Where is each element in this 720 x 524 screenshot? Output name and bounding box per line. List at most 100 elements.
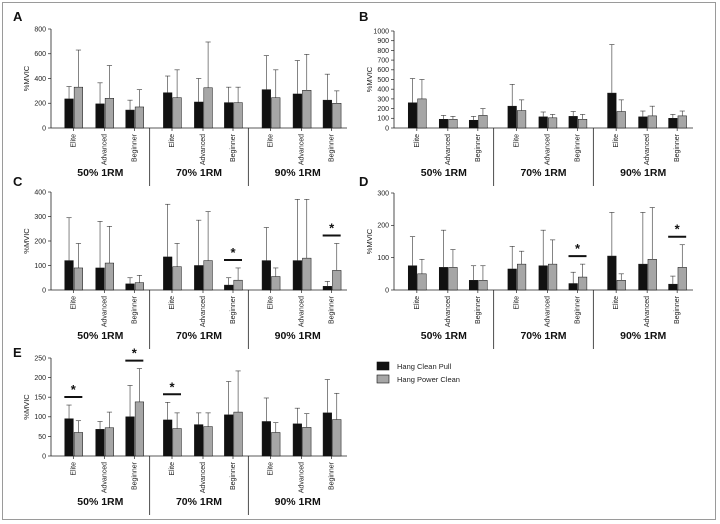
bar-D-power-clean — [616, 280, 626, 291]
bar-D-pull — [668, 283, 678, 291]
significance-star-D: * — [675, 222, 681, 237]
bar-B-power-clean — [548, 117, 558, 129]
bar-B-pull — [607, 92, 617, 129]
category-label-D: Beginner — [575, 295, 582, 324]
bar-E-pull — [194, 424, 204, 457]
bar-B-pull — [507, 105, 517, 129]
category-label-E: Elite — [70, 462, 77, 476]
bar-E-power-clean — [73, 432, 83, 457]
panel-label-C: C — [13, 174, 23, 189]
bar-A-power-clean — [271, 97, 281, 129]
category-label-B: Elite — [613, 134, 620, 148]
category-label-D: Elite — [613, 296, 620, 310]
category-label-E: Beginner — [329, 461, 336, 490]
bar-D-power-clean — [448, 267, 458, 291]
category-label-D: Elite — [414, 296, 421, 310]
bar-C-power-clean — [271, 276, 281, 291]
bar-C-pull — [125, 283, 135, 291]
y-tick-label-A: 200 — [34, 101, 46, 108]
bar-D-power-clean — [548, 263, 558, 291]
category-label-E: Advanced — [299, 462, 306, 493]
y-tick-label-D: 100 — [377, 255, 389, 262]
bar-A-power-clean — [332, 103, 342, 129]
category-label-A: Elite — [268, 134, 275, 148]
category-label-D: Advanced — [445, 296, 452, 327]
y-axis-label-B: %MVIC — [365, 66, 374, 92]
category-label-C: Advanced — [299, 296, 306, 327]
group-label-C: 90% 1RM — [275, 330, 321, 342]
bar-B-power-clean — [417, 98, 427, 129]
significance-star-D: * — [575, 241, 581, 256]
y-tick-label-A: 800 — [34, 26, 46, 33]
bar-C-power-clean — [203, 260, 213, 291]
y-tick-label-E: 200 — [34, 375, 46, 382]
bar-A-power-clean — [134, 106, 144, 129]
category-label-D: Advanced — [644, 296, 651, 327]
bar-E-power-clean — [134, 401, 144, 457]
category-label-E: Elite — [169, 462, 176, 476]
category-label-A: Advanced — [101, 134, 108, 165]
y-tick-label-D: 0 — [385, 287, 389, 294]
y-tick-label-E: 50 — [38, 434, 46, 441]
category-label-C: Advanced — [200, 296, 207, 327]
y-tick-label-B: 700 — [377, 58, 389, 65]
bar-E-power-clean — [172, 428, 182, 457]
group-label-B: 70% 1RM — [520, 167, 566, 179]
y-tick-label-A: 0 — [42, 125, 46, 132]
bar-B-power-clean — [616, 111, 626, 129]
bar-E-power-clean — [203, 426, 213, 457]
bar-D-power-clean — [417, 273, 427, 291]
legend-label-0: Hang Clean Pull — [397, 362, 452, 371]
panel-label-D: D — [359, 174, 368, 189]
y-tick-label-B: 900 — [377, 38, 389, 45]
bar-B-power-clean — [578, 119, 588, 129]
bar-E-power-clean — [332, 419, 342, 457]
bar-D-power-clean — [478, 280, 488, 291]
category-label-B: Beginner — [475, 133, 482, 162]
y-axis-label-E: %MVIC — [22, 394, 31, 420]
legend-swatch-1 — [376, 374, 390, 384]
y-tick-label-B: 0 — [385, 125, 389, 132]
group-label-A: 50% 1RM — [77, 167, 123, 179]
bar-C-pull — [95, 267, 105, 291]
category-label-E: Beginner — [131, 461, 138, 490]
bar-C-pull — [261, 260, 271, 291]
category-label-A: Beginner — [329, 133, 336, 162]
bar-C-pull — [322, 286, 332, 291]
category-label-B: Elite — [514, 134, 521, 148]
y-tick-label-E: 250 — [34, 355, 46, 362]
bar-A-power-clean — [302, 90, 312, 129]
bar-A-power-clean — [172, 97, 182, 129]
bar-A-pull — [322, 99, 332, 129]
bar-A-pull — [292, 93, 302, 129]
panel-label-B: B — [359, 9, 368, 24]
bar-C-power-clean — [134, 282, 144, 291]
y-tick-label-E: 0 — [42, 453, 46, 460]
bar-D-power-clean — [647, 259, 657, 291]
group-label-E: 50% 1RM — [77, 496, 123, 508]
y-axis-label-D: %MVIC — [365, 228, 374, 254]
category-label-D: Beginner — [475, 295, 482, 324]
bar-C-power-clean — [332, 270, 342, 291]
category-label-E: Elite — [268, 462, 275, 476]
bar-B-power-clean — [517, 110, 527, 129]
bar-E-pull — [292, 423, 302, 457]
bar-B-pull — [407, 102, 418, 129]
bar-C-power-clean — [233, 279, 243, 291]
category-label-C: Beginner — [230, 295, 237, 324]
y-axis-label-C: %MVIC — [22, 228, 31, 254]
y-tick-label-D: 200 — [377, 223, 389, 230]
bar-E-pull — [224, 414, 234, 457]
bar-D-pull — [607, 255, 617, 291]
category-label-E: Beginner — [230, 461, 237, 490]
bar-B-power-clean — [478, 115, 488, 129]
y-tick-label-C: 100 — [34, 263, 46, 270]
bar-B-pull — [538, 116, 548, 129]
group-label-E: 70% 1RM — [176, 496, 222, 508]
bar-E-pull — [125, 416, 135, 457]
category-label-C: Advanced — [101, 296, 108, 327]
bar-A-pull — [224, 102, 234, 129]
bar-B-power-clean — [448, 119, 458, 129]
y-tick-label-B: 300 — [377, 96, 389, 103]
